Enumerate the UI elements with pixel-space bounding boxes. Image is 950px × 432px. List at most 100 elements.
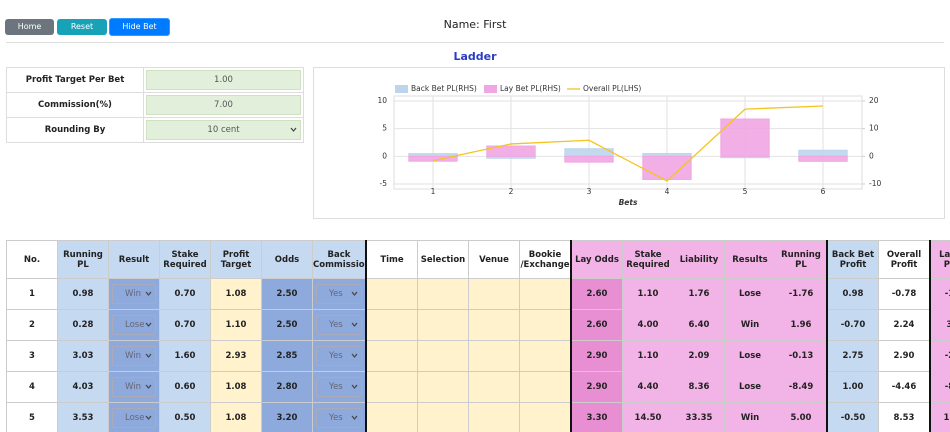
column-header: Running PL [775,240,828,279]
column-header: Liability [673,240,725,279]
table-cell: 2.93 [210,340,262,372]
table-cell: 2.90 [878,340,931,372]
table-cell: 1 [6,278,58,310]
table-cell: -0.70 [826,309,879,341]
table-cell: 1.60 [159,340,211,372]
table-cell: 1.96 [775,309,828,341]
table-cell: 5.00 [775,402,828,432]
table-cell [519,402,572,432]
cell-select[interactable]: Yes [316,408,362,428]
table-cell: 13.49 [929,402,950,432]
table-cell: 0.98 [826,278,879,310]
cell-select[interactable]: Win [112,377,156,397]
table-cell [417,340,469,372]
hide-bet-details-button[interactable]: Hide Bet Details [109,18,170,47]
table-cell: 1.08 [210,402,262,432]
table-cell: Lose [724,278,776,310]
form-row: Profit Target Per Bet 1.00 [6,67,304,93]
column-header: Lay Bet Profit [929,240,950,279]
table-cell: Win [108,340,160,372]
table-cell: -1.76 [929,278,950,310]
table-cell: -0.13 [775,340,828,372]
table-cell [365,278,418,310]
cell-select[interactable]: Win [112,284,156,304]
table-cell [468,278,520,310]
reset-button[interactable]: Reset [57,19,107,35]
table-cell: Yes [312,402,367,432]
table-cell [468,402,520,432]
table-cell: 2.60 [570,278,623,310]
chevron [145,291,152,296]
table-cell: Lose [108,309,160,341]
table-cell [365,309,418,341]
table-cell: Lose [108,402,160,432]
cell-select[interactable]: Yes [316,315,362,335]
form-input[interactable]: 1.00 [146,70,301,90]
table-cell: 0.28 [57,309,109,341]
table-cell: 3.53 [57,402,109,432]
column-header: Results [724,240,776,279]
chevron [351,322,358,327]
cell-select[interactable]: Yes [316,284,362,304]
cell-select[interactable]: Lose [112,408,156,428]
table-cell [417,402,469,432]
table-wrap: No. Running PL Result Stake Required Profit … [6,240,950,432]
cell-select[interactable]: Win [112,346,156,366]
table-cell: -4.46 [878,371,931,403]
chevron [145,353,152,358]
table-cell: Yes [312,340,367,372]
column-header: Lay Odds [570,240,623,279]
table-cell: 6.40 [673,309,725,341]
table-cell: 0.50 [159,402,211,432]
table-row: 2 0.28 Lose 0.70 1.10 2.50 Yes 2.60 4.00 6.40 Win 1… [6,309,950,341]
table-cell: 2 [6,309,58,341]
table-cell: 2.75 [826,340,879,372]
table-cell: 2.60 [570,309,623,341]
table-cell: 2.24 [878,309,931,341]
rounding-select[interactable]: 10 cent [146,120,301,140]
table-cell: -8.49 [775,371,828,403]
bets-table: No. Running PL Result Stake Required Profit … [6,240,950,432]
table-cell: 2.09 [673,340,725,372]
chevron [290,127,297,132]
table-cell [519,340,572,372]
cell-select[interactable]: Lose [112,315,156,335]
table-cell: 1.10 [622,340,674,372]
table-cell [519,278,572,310]
chevron [145,384,152,389]
chevron [351,291,358,296]
column-header: Selection [417,240,469,279]
table-cell: 5 [6,402,58,432]
form-input[interactable]: 7.00 [146,95,301,115]
table-cell: 2.50 [261,278,313,310]
table-cell: 1.76 [673,278,725,310]
divider [6,42,944,43]
table-cell: Win [108,371,160,403]
settings-form: Profit Target Per Bet 1.00 Commission(%) 7.… [6,67,304,143]
cell-select[interactable]: Yes [316,377,362,397]
table-cell: 8.53 [878,402,931,432]
cell-select[interactable]: Yes [316,346,362,366]
table-cell: -0.50 [826,402,879,432]
header-row: No. Running PL Result Stake Required Profit … [6,240,950,279]
table-cell: 4.40 [622,371,674,403]
table-cell: 1.10 [210,309,262,341]
table-cell: 2.85 [261,340,313,372]
table-cell: Win [108,278,160,310]
form-label: Commission(%) [7,93,144,117]
table-cell: Win [724,402,776,432]
table-cell: 1.10 [622,278,674,310]
table-cell: 0.60 [159,371,211,403]
table-row: 1 0.98 Win 0.70 1.08 2.50 Yes 2.60 1.10 1.76 Lose -… [6,278,950,310]
table-cell: Yes [312,278,367,310]
chevron [145,322,152,327]
table-cell [365,402,418,432]
form-row: Commission(%) 7.00 [6,93,304,118]
chevron [351,353,358,358]
table-row: 3 3.03 Win 1.60 2.93 2.85 Yes 2.90 1.10 2.09 Lose -… [6,340,950,372]
column-header: Back Commission [312,240,367,279]
table-cell [365,371,418,403]
column-header: Bookie /Exchange [519,240,572,279]
table-cell: 3.72 [929,309,950,341]
home-button[interactable]: Home [5,19,54,35]
